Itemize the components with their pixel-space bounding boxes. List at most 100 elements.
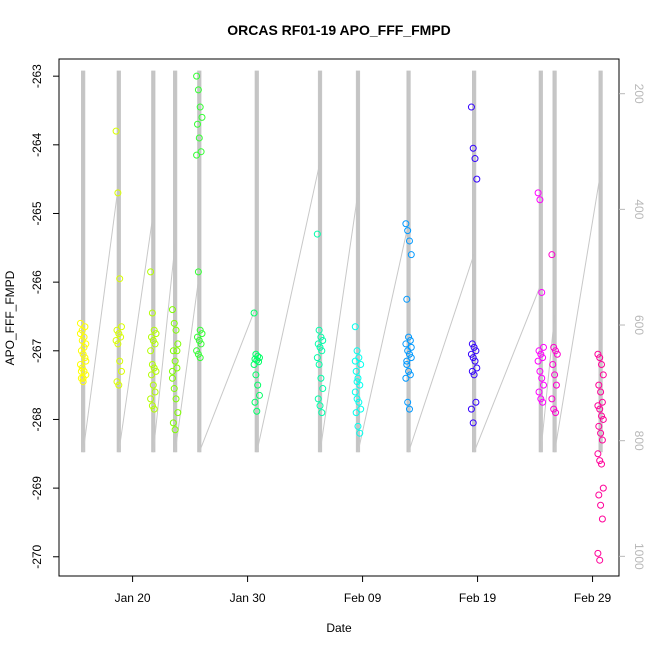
data-point bbox=[540, 343, 548, 351]
data-point bbox=[599, 484, 607, 492]
y-tick-label: -264 bbox=[30, 132, 44, 156]
data-point bbox=[551, 371, 559, 379]
data-point bbox=[471, 155, 479, 163]
data-point bbox=[170, 385, 178, 393]
data-point bbox=[115, 330, 123, 338]
altitude-transit-line bbox=[319, 192, 359, 453]
data-point bbox=[596, 556, 604, 564]
data-point bbox=[252, 371, 260, 379]
altitude-transit-line bbox=[357, 223, 410, 453]
data-point bbox=[473, 175, 481, 183]
data-point bbox=[173, 347, 181, 355]
data-point bbox=[148, 309, 156, 317]
plot-frame bbox=[58, 58, 620, 577]
data-point bbox=[78, 364, 86, 372]
data-point bbox=[193, 120, 201, 128]
data-point bbox=[77, 367, 85, 375]
data-point bbox=[596, 405, 604, 413]
data-point bbox=[149, 337, 157, 345]
data-point bbox=[168, 374, 176, 382]
data-point bbox=[537, 395, 545, 403]
data-point bbox=[469, 354, 477, 362]
x-axis: Jan 20 Jan 30 Feb 09 Feb 19 Feb 29 bbox=[115, 576, 612, 605]
data-point bbox=[197, 148, 205, 156]
data-point bbox=[147, 347, 155, 355]
data-point bbox=[194, 268, 202, 276]
data-point bbox=[150, 364, 158, 372]
data-point bbox=[152, 330, 160, 338]
data-point bbox=[82, 357, 90, 365]
data-point bbox=[405, 350, 413, 358]
data-point bbox=[150, 405, 158, 413]
data-point bbox=[407, 343, 415, 351]
data-point bbox=[172, 326, 180, 334]
data-point bbox=[597, 501, 605, 509]
data-point bbox=[470, 371, 478, 379]
altitude-transit-line bbox=[473, 284, 542, 453]
data-point bbox=[319, 385, 327, 393]
data-point bbox=[552, 347, 560, 355]
data-point bbox=[550, 405, 558, 413]
y-tick-label: -263 bbox=[30, 64, 44, 88]
data-point bbox=[147, 371, 155, 379]
data-point bbox=[314, 340, 322, 348]
data-point bbox=[353, 395, 361, 403]
data-point bbox=[253, 407, 261, 415]
data-point bbox=[552, 381, 560, 389]
data-point bbox=[407, 251, 415, 259]
data-point bbox=[81, 354, 89, 362]
data-point bbox=[595, 381, 603, 389]
y-tick-label: -265 bbox=[30, 201, 44, 225]
data-point bbox=[174, 340, 182, 348]
y2-tick-label: 400 bbox=[632, 199, 646, 219]
data-point bbox=[79, 374, 87, 382]
data-point bbox=[405, 237, 413, 245]
data-point bbox=[174, 409, 182, 417]
data-point bbox=[599, 371, 607, 379]
data-point bbox=[597, 388, 605, 396]
x-axis-label: Date bbox=[326, 621, 352, 635]
data-point bbox=[467, 350, 475, 358]
y2-tick-label: 600 bbox=[632, 315, 646, 335]
y-tick-label: -270 bbox=[30, 544, 44, 568]
data-point bbox=[597, 429, 605, 437]
data-point bbox=[148, 402, 156, 410]
data-point bbox=[472, 347, 480, 355]
data-point bbox=[355, 398, 363, 406]
y-tick-label: -268 bbox=[30, 407, 44, 431]
data-point bbox=[194, 350, 202, 358]
data-point bbox=[117, 323, 125, 331]
data-point bbox=[534, 189, 542, 197]
x-tick-label: Feb 09 bbox=[344, 591, 382, 605]
data-point bbox=[535, 347, 543, 355]
data-point bbox=[197, 340, 205, 348]
data-point bbox=[598, 412, 606, 420]
data-point bbox=[469, 144, 477, 152]
data-point bbox=[357, 361, 365, 369]
data-point bbox=[351, 323, 359, 331]
data-point bbox=[599, 415, 607, 423]
data-point bbox=[317, 333, 325, 341]
data-point bbox=[553, 350, 561, 358]
data-point bbox=[598, 361, 606, 369]
data-point bbox=[113, 326, 121, 334]
altitude-transit-line bbox=[554, 172, 602, 453]
data-point bbox=[594, 450, 602, 458]
data-point bbox=[171, 357, 179, 365]
altitude-trace bbox=[81, 70, 603, 453]
data-point bbox=[536, 196, 544, 204]
data-point bbox=[113, 378, 121, 386]
data-point bbox=[318, 409, 326, 417]
data-point bbox=[402, 340, 410, 348]
data-point bbox=[594, 402, 602, 410]
data-point bbox=[598, 515, 606, 523]
data-point bbox=[117, 333, 125, 341]
x-tick-label: Feb 29 bbox=[574, 591, 612, 605]
data-point bbox=[316, 402, 324, 410]
data-point bbox=[467, 405, 475, 413]
data-point bbox=[193, 347, 201, 355]
data-point bbox=[250, 361, 258, 369]
data-point bbox=[550, 343, 558, 351]
data-point bbox=[147, 333, 155, 341]
